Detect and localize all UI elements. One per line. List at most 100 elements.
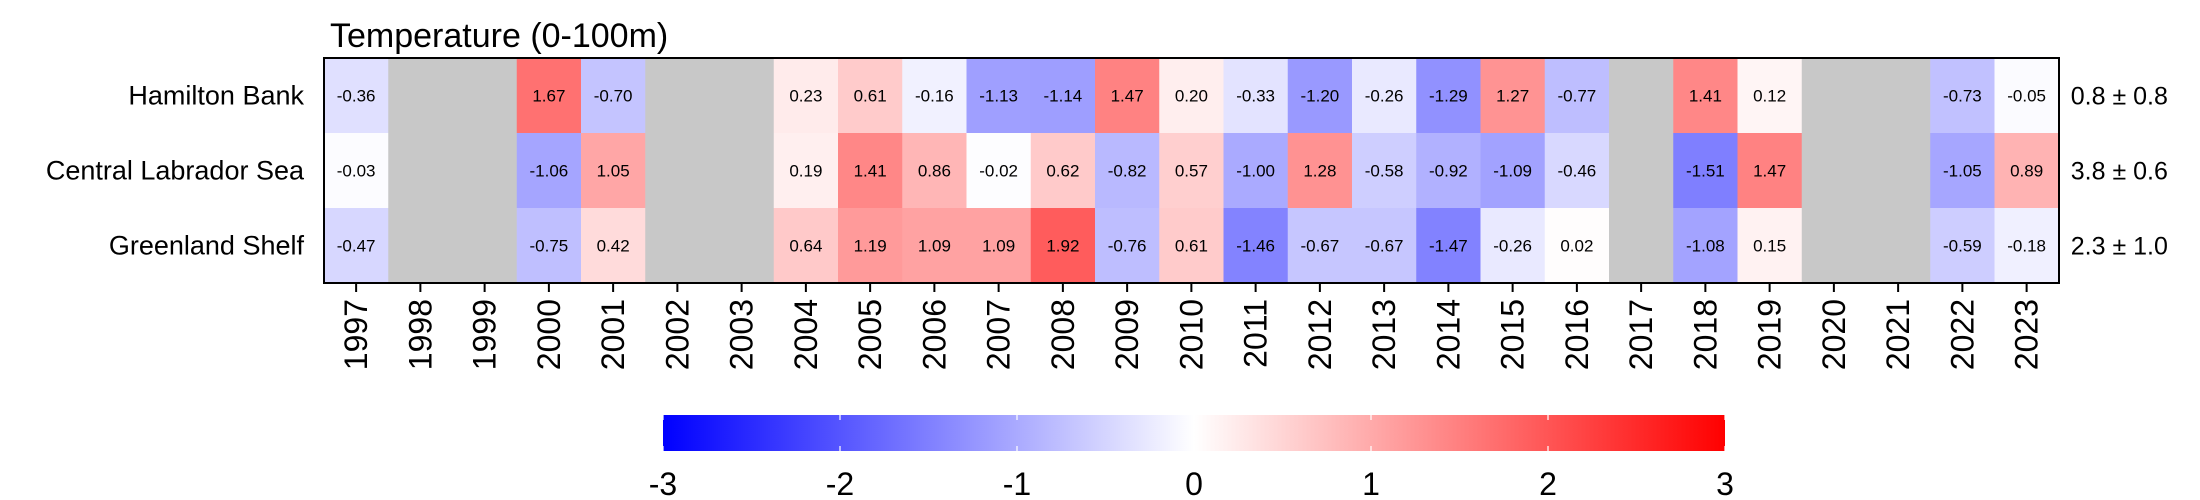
heatmap-cell: [516, 208, 582, 284]
colorbar: [663, 415, 1725, 451]
year-tick-label: 2007: [981, 299, 1017, 370]
cell-value-label: 1.41: [1689, 87, 1722, 106]
heatmap-cell: [581, 208, 646, 284]
year-tick-label: 2002: [659, 299, 695, 370]
cell-value-label: -1.47: [1429, 237, 1468, 256]
colorbar-tick-label: 0: [1185, 466, 1203, 500]
year-tick-label: 1997: [338, 299, 374, 370]
heatmap-cell: [1095, 133, 1160, 209]
cell-value-label: -1.20: [1301, 87, 1340, 106]
heatmap-cell: [1994, 208, 2060, 284]
cell-value-label: 1.92: [1046, 237, 1079, 256]
row-summaries: 0.8 ± 0.8 3.8 ± 0.6 2.3 ± 1.0: [2071, 83, 2168, 261]
heatmap-cell-missing: [645, 208, 710, 284]
cell-value-label: 0.89: [2010, 162, 2043, 181]
heatmap-cell: [1673, 58, 1738, 134]
year-tick-label: 2004: [788, 299, 824, 370]
heatmap-cell: [1737, 133, 1803, 209]
cell-value-label: 0.57: [1175, 162, 1208, 181]
year-tick-label: 1998: [402, 299, 438, 370]
cell-value-label: 0.02: [1560, 237, 1593, 256]
cell-value-label: -0.18: [2007, 237, 2046, 256]
cell-value-label: -1.05: [1943, 162, 1982, 181]
year-axis: 1997 1998 1999 2000 2001 2002 2003 2004 2005 2006…: [338, 283, 2045, 370]
cell-value-label: 0.64: [789, 237, 822, 256]
heatmap-cell: [1416, 58, 1481, 134]
cell-value-label: -0.75: [530, 237, 569, 256]
heatmap-cell: [516, 58, 582, 134]
heatmap-cell: [1159, 133, 1224, 209]
heatmap-cell: [324, 58, 389, 134]
cell-value-label: -1.29: [1429, 87, 1468, 106]
row-label: Greenland Shelf: [109, 231, 305, 261]
cell-value-label: -0.02: [979, 162, 1018, 181]
cell-value-label: -0.82: [1108, 162, 1147, 181]
heatmap-cell-missing: [388, 208, 453, 284]
cell-value-label: -0.67: [1365, 237, 1404, 256]
heatmap-cell: [1737, 208, 1803, 284]
cell-value-label: -0.59: [1943, 237, 1982, 256]
heatmap-cell: [838, 58, 903, 134]
cell-value-label: 0.12: [1753, 87, 1786, 106]
row-label: Central Labrador Sea: [46, 156, 305, 186]
cell-value-label: -0.77: [1558, 87, 1597, 106]
heatmap-cell: [1352, 58, 1417, 134]
cell-value-label: 0.86: [918, 162, 951, 181]
heatmap-cell-missing: [645, 133, 710, 209]
heatmap-cell: [1095, 208, 1160, 284]
heatmap-cell: [773, 58, 839, 134]
year-tick-label: 2008: [1045, 299, 1081, 370]
heatmap-cell: [838, 133, 903, 209]
heatmap-cell-missing: [1866, 58, 1931, 134]
heatmap-cell: [1030, 133, 1096, 209]
cell-value-label: 0.20: [1175, 87, 1208, 106]
year-tick-label: 2013: [1366, 299, 1402, 370]
cell-value-label: 1.47: [1111, 87, 1144, 106]
heatmap-cell: [773, 133, 839, 209]
year-tick-label: 2010: [1173, 299, 1209, 370]
year-tick-label: 2022: [1944, 299, 1980, 370]
cell-value-label: -0.58: [1365, 162, 1404, 181]
heatmap-cell: [324, 133, 389, 209]
heatmap-cell: [581, 58, 646, 134]
chart-title: Temperature (0-100m): [330, 17, 668, 55]
heatmap-cell-missing: [1866, 133, 1931, 209]
cell-value-label: -1.00: [1236, 162, 1275, 181]
heatmap-cell: [773, 208, 839, 284]
colorbar-tick-label: 3: [1716, 466, 1734, 500]
cell-value-label: 0.61: [854, 87, 887, 106]
heatmap-cell: [516, 133, 582, 209]
cell-value-label: 0.42: [597, 237, 630, 256]
cell-value-label: -0.36: [337, 87, 376, 106]
cell-value-label: -1.13: [979, 87, 1018, 106]
cell-value-label: -0.16: [915, 87, 954, 106]
cell-value-label: -0.76: [1108, 237, 1147, 256]
cell-value-label: 0.23: [789, 87, 822, 106]
year-tick-label: 2017: [1623, 299, 1659, 370]
year-tick-label: 2014: [1430, 299, 1466, 370]
heatmap-cell: [1480, 58, 1546, 134]
row-summary: 0.8 ± 0.8: [2071, 83, 2168, 111]
heatmap-cell: [1930, 133, 1995, 209]
heatmap-cell: [902, 208, 967, 284]
heatmap-cell: [838, 208, 903, 284]
heatmap-cell: [1994, 133, 2060, 209]
heatmap-cell: [1416, 208, 1481, 284]
heatmap-cell: [1095, 58, 1160, 134]
cell-value-label: -0.92: [1429, 162, 1468, 181]
cell-value-label: 1.09: [982, 237, 1015, 256]
heatmap-cell: [1673, 133, 1738, 209]
heatmap-cell: [581, 133, 646, 209]
cell-value-label: 0.15: [1753, 237, 1786, 256]
heatmap-cell: [1930, 208, 1995, 284]
year-tick-label: 2006: [916, 299, 952, 370]
heatmap-cell-missing: [1866, 208, 1931, 284]
heatmap-cell-missing: [1801, 58, 1867, 134]
cell-value-label: 1.05: [597, 162, 630, 181]
colorbar-tick-label: 1: [1362, 466, 1380, 500]
heatmap-cell-missing: [452, 58, 518, 134]
row-summary: 3.8 ± 0.6: [2071, 158, 2168, 186]
cell-value-label: -0.70: [594, 87, 633, 106]
heatmap-cell-missing: [1609, 58, 1674, 134]
